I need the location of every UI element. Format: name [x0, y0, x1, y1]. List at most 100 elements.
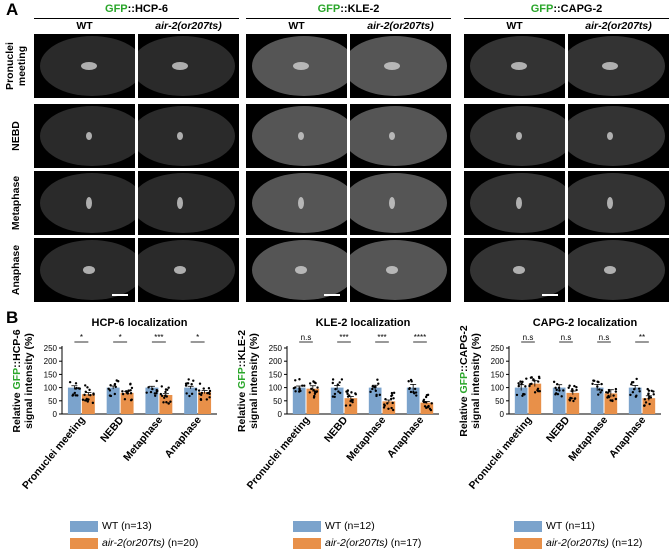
data-point [429, 408, 433, 412]
chart-title: HCP-6 localization [92, 317, 188, 329]
protein-name: ::CAPG-2 [553, 3, 603, 15]
data-point [515, 393, 519, 397]
data-point [334, 387, 337, 391]
data-point [573, 397, 577, 400]
data-point [614, 387, 618, 391]
y-axis-label: Relative GFP::CAPG-2 [458, 325, 470, 437]
data-point [378, 393, 382, 397]
data-point [538, 376, 541, 380]
ylabel-prefix: Relative [11, 389, 23, 432]
data-point [340, 378, 344, 381]
data-point [190, 392, 194, 396]
data-point [121, 392, 125, 396]
ylabel-gfp: GFP [11, 368, 23, 390]
data-point [649, 396, 653, 399]
data-point [298, 378, 301, 381]
y-tick-label: 250 [491, 344, 505, 353]
data-point [147, 386, 150, 389]
y-tick-label: 200 [491, 357, 505, 366]
data-point [338, 381, 341, 384]
data-point [374, 385, 377, 389]
row-label-line: Pronuclei [4, 42, 16, 90]
micrograph [138, 171, 239, 235]
legend-label: WT (n=12) [325, 520, 375, 532]
data-point [354, 392, 357, 395]
data-point [637, 387, 641, 390]
embryo-image [350, 36, 447, 96]
embryo-image [350, 240, 447, 300]
significance-label: n.s [561, 333, 572, 342]
data-point [560, 395, 563, 398]
micrograph [350, 238, 451, 302]
data-point [407, 380, 410, 383]
legend-label: air-2(or207ts) (n=17) [325, 537, 421, 549]
data-point [333, 395, 336, 399]
legend-label: WT (n=13) [102, 520, 152, 532]
row-label: Anaphase [10, 230, 22, 310]
data-point [313, 394, 316, 398]
legend-series-name: air-2(or207ts) [546, 537, 609, 549]
data-point [77, 387, 81, 390]
micrograph [464, 171, 565, 235]
group-underline [34, 18, 239, 19]
bar [120, 392, 134, 414]
data-point [346, 392, 349, 396]
data-point [185, 382, 189, 385]
data-point [167, 386, 170, 389]
ylabel-gfp: GFP [236, 367, 248, 389]
data-point [310, 387, 313, 391]
data-point [629, 393, 632, 397]
data-point [198, 392, 201, 396]
data-point [423, 405, 427, 408]
data-point [207, 387, 211, 390]
embryo-image [252, 106, 347, 166]
data-point [533, 391, 537, 394]
data-point [331, 378, 335, 381]
panel-b-letter: B [6, 308, 19, 327]
bar [368, 387, 382, 414]
data-point [528, 384, 531, 388]
data-point [113, 392, 117, 396]
legend-n-count: (n=11) [565, 520, 595, 532]
data-point [165, 401, 168, 404]
data-point [575, 386, 578, 389]
bar [184, 387, 198, 414]
ylabel-prefix: Relative [458, 394, 470, 437]
data-point [194, 388, 198, 391]
bar [198, 392, 212, 414]
group-underline [246, 18, 451, 19]
data-point [83, 393, 86, 397]
legend-swatch [514, 538, 542, 549]
data-point [308, 391, 311, 394]
data-point [557, 386, 561, 390]
data-point [632, 388, 636, 391]
data-point [415, 394, 418, 397]
data-point [592, 379, 595, 382]
legend-swatch [70, 538, 98, 549]
data-point [599, 391, 602, 394]
data-point [422, 400, 426, 404]
data-point [382, 406, 386, 409]
data-point [607, 394, 610, 398]
data-point [86, 386, 89, 389]
scale-bar [324, 294, 340, 296]
data-point [336, 383, 340, 386]
y-tick-label: 150 [44, 370, 58, 379]
bar [628, 387, 642, 414]
column-label: air-2(or207ts) [367, 20, 434, 32]
x-category-label: Metaphase [344, 414, 388, 463]
embryo-image [252, 36, 347, 96]
data-point [303, 384, 306, 387]
data-point [573, 384, 576, 388]
data-point [115, 379, 118, 382]
data-point [167, 402, 170, 405]
data-point [376, 378, 379, 381]
data-point [567, 386, 570, 389]
data-point [331, 381, 334, 385]
bar [67, 387, 81, 414]
data-point [519, 380, 522, 383]
data-point [652, 393, 655, 396]
data-point [313, 392, 317, 395]
